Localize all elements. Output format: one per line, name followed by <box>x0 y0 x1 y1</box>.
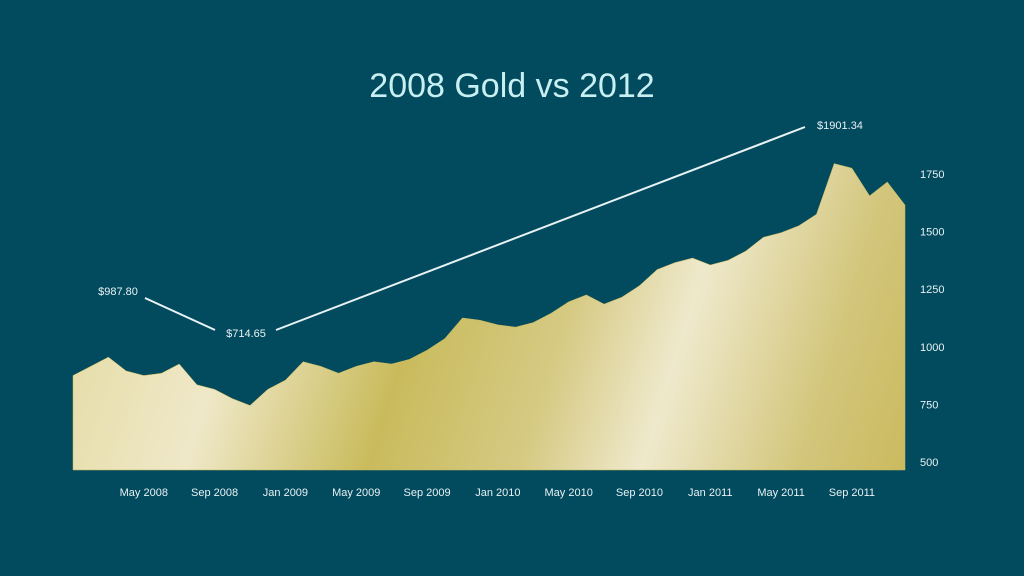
x-tick-label: Jan 2011 <box>688 487 732 499</box>
y-tick-label: 1750 <box>920 169 944 181</box>
x-tick-label: Jan 2009 <box>263 487 308 499</box>
x-tick-label: May 2010 <box>545 487 593 499</box>
y-tick-label: 1000 <box>920 342 944 354</box>
y-tick-label: 1500 <box>920 227 944 239</box>
y-tick-label: 500 <box>920 457 938 469</box>
annotation: $714.65 <box>226 328 266 340</box>
x-tick-label: Sep 2009 <box>403 487 450 499</box>
annotation: $987.80 <box>98 286 138 298</box>
x-tick-label: May 2009 <box>332 487 380 499</box>
x-tick-label: Sep 2010 <box>616 487 663 499</box>
x-tick-label: Jan 2010 <box>475 487 520 499</box>
y-tick-label: 750 <box>920 399 938 411</box>
area <box>72 163 906 471</box>
chart-title: 2008 Gold vs 2012 <box>369 67 654 105</box>
annotation-connector <box>275 126 806 331</box>
x-tick-label: May 2011 <box>757 487 805 499</box>
x-tick-label: Sep 2011 <box>829 487 875 499</box>
annotation: $1901.34 <box>817 120 863 132</box>
y-tick-label: 1250 <box>920 284 944 296</box>
x-tick-label: May 2008 <box>120 487 168 499</box>
x-tick-label: Sep 2008 <box>191 487 238 499</box>
annotation-connector <box>144 297 216 331</box>
